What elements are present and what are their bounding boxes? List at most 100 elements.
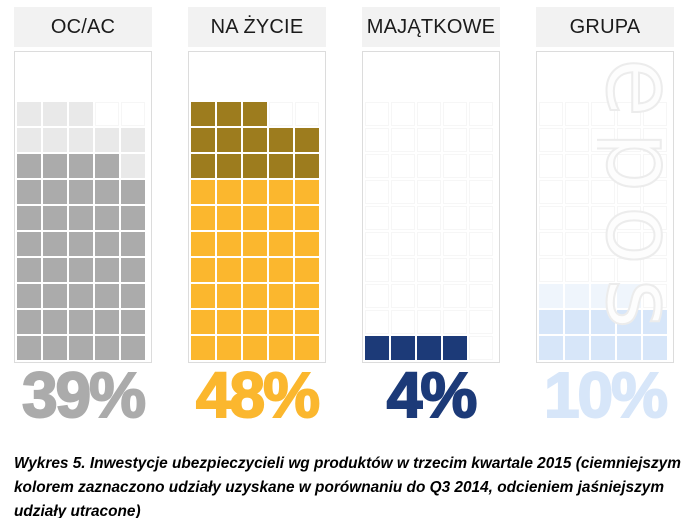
waffle-cell-empty [365,180,389,204]
waffle-cell-retained [591,336,615,360]
waffle-cell-lost [539,284,563,308]
waffle-cell-empty [591,180,615,204]
waffle-cell-empty [539,154,563,178]
waffle-cell-retained [95,258,119,282]
category-column-4: GRUPA 10% [536,7,674,428]
waffle-cell-gained [191,128,215,152]
waffle-cell-retained [591,310,615,334]
waffle-cell-lost [43,102,67,126]
waffle-cell-retained [565,336,589,360]
waffle-cell-empty [365,128,389,152]
waffle-cell-empty [443,258,467,282]
waffle-cell-empty [417,102,441,126]
waffle-cell-empty [643,154,667,178]
waffle-chart-box [362,51,500,363]
waffle-cell-retained [295,232,319,256]
waffle-cell-empty [565,128,589,152]
waffle-cell-empty [391,154,415,178]
waffle-columns: OC/AC 39% NA ŻYCIE 48% MAJĄTKOWE 4% GRUPA 10% [14,7,674,431]
waffle-cell-retained [43,258,67,282]
waffle-cell-retained [269,180,293,204]
percent-label: 39% [21,359,147,431]
waffle-cell-retained [69,154,93,178]
waffle-cell-empty [565,154,589,178]
waffle-cell-empty [121,102,145,126]
waffle-cell-retained [295,180,319,204]
waffle-cell-retained [121,180,145,204]
waffle-cell-empty [469,154,493,178]
waffle-cell-retained [217,284,241,308]
waffle-cell-retained [191,336,215,360]
waffle-cell-empty [617,154,641,178]
waffle-cell-gained [295,154,319,178]
waffle-cell-empty [617,258,641,282]
waffle-cell-retained [295,258,319,282]
waffle-cell-gained [217,154,241,178]
waffle-cell-retained [95,310,119,334]
waffle-cell-empty [443,128,467,152]
waffle-cell-gained [217,128,241,152]
waffle-cell-empty [591,128,615,152]
waffle-cell-empty [565,232,589,256]
waffle-cell-empty [443,206,467,230]
waffle-cell-empty [643,258,667,282]
waffle-chart-box [536,51,674,363]
category-header: GRUPA [536,7,674,47]
waffle-cell-retained [17,258,41,282]
waffle-cell-retained [217,232,241,256]
waffle-cell-retained [243,232,267,256]
waffle-cell-empty [617,102,641,126]
waffle-cell-retained [43,284,67,308]
waffle-cell-empty [591,258,615,282]
waffle-cell-empty [391,128,415,152]
percent-label: 48% [195,359,321,431]
waffle-cell-retained [217,336,241,360]
waffle-cell-retained [95,336,119,360]
waffle-cell-empty [469,232,493,256]
waffle-cell-retained [295,206,319,230]
waffle-cell-retained [643,310,667,334]
waffle-cell-empty [391,180,415,204]
waffle-cell-lost [565,284,589,308]
waffle-cell-retained [243,336,267,360]
waffle-cell-empty [443,284,467,308]
waffle-cell-retained [69,206,93,230]
waffle-cell-empty [539,206,563,230]
waffle-cell-empty [469,180,493,204]
waffle-cell-empty [365,206,389,230]
waffle-cell-empty [643,232,667,256]
waffle-cell-gained [243,128,267,152]
waffle-cell-retained [69,310,93,334]
waffle-cell-gained [391,336,415,360]
waffle-cell-retained [539,310,563,334]
waffle-cell-retained [217,258,241,282]
waffle-grid [539,102,667,360]
waffle-cell-lost [43,128,67,152]
waffle-cell-empty [443,232,467,256]
waffle-cell-empty [469,336,493,360]
waffle-cell-empty [469,206,493,230]
waffle-cell-empty [539,102,563,126]
waffle-cell-retained [217,310,241,334]
waffle-cell-empty [417,180,441,204]
waffle-cell-empty [617,232,641,256]
waffle-cell-retained [617,336,641,360]
waffle-cell-retained [191,206,215,230]
waffle-cell-empty [417,284,441,308]
waffle-cell-lost [69,102,93,126]
waffle-cell-gained [365,336,389,360]
waffle-cell-retained [269,206,293,230]
waffle-cell-empty [443,310,467,334]
waffle-cell-retained [269,336,293,360]
waffle-cell-empty [391,232,415,256]
waffle-cell-empty [591,206,615,230]
waffle-cell-empty [417,128,441,152]
waffle-cell-empty [643,284,667,308]
waffle-cell-retained [243,180,267,204]
waffle-cell-retained [643,336,667,360]
waffle-cell-retained [565,310,589,334]
waffle-cell-empty [365,284,389,308]
waffle-cell-retained [17,180,41,204]
waffle-cell-retained [43,232,67,256]
waffle-cell-empty [591,154,615,178]
